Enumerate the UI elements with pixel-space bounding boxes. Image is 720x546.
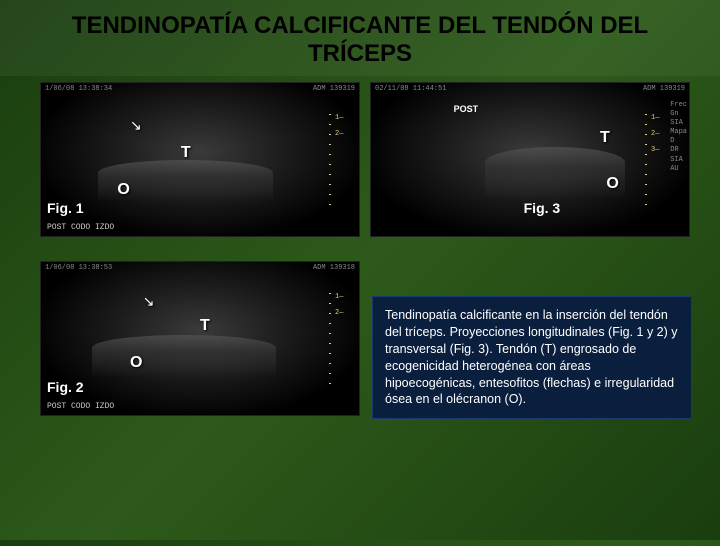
ultrasound-image: 1/06/08 13:38:53 ADM 139318 ↘ T O 1— 2— … [41,262,359,415]
olecranon-label: O [606,175,618,193]
ultrasound-image: 02/11/08 11:44:51 ADM 139319 POST T O Fr… [371,83,689,236]
post-label: POST [454,104,479,114]
tendon-label: T [181,144,191,162]
depth-scale: 1— 2— [335,114,345,213]
meta-timestamp: 02/11/08 11:44:51 [375,85,446,93]
scan-params: Frec Gn SIA Mapa D DR SIA AU [670,101,687,174]
content-area: 1/06/08 13:38:34 ADM 139319 ↘ T O 1— 2— … [0,76,720,546]
ultrasound-fig2: 1/06/08 13:38:53 ADM 139318 ↘ T O 1— 2— … [40,261,360,416]
olecranon-label: O [117,181,129,199]
figure-label: Fig. 3 [524,200,561,216]
meta-id: ADM 139319 [643,85,685,93]
arrow-marker: ↘ [143,293,155,310]
arrow-marker: ↘ [130,117,142,134]
meta-timestamp: 1/06/08 13:38:53 [45,264,112,272]
caption-box: Tendinopatía calcificante en la inserció… [372,296,692,419]
ultrasound-fig1: 1/06/08 13:38:34 ADM 139319 ↘ T O 1— 2— … [40,82,360,237]
meta-id: ADM 139318 [313,264,355,272]
meta-timestamp: 1/06/08 13:38:34 [45,85,112,93]
scan-location: POST CODO IZDO [47,223,114,232]
figure-label: Fig. 1 [47,200,84,216]
scan-location: POST CODO IZDO [47,402,114,411]
depth-scale: 1— 2— [335,293,345,392]
ultrasound-fig3: 02/11/08 11:44:51 ADM 139319 POST T O Fr… [370,82,690,237]
depth-scale: 1— 2— 3— [651,114,661,213]
slide-title: TENDINOPATÍA CALCIFICANTE DEL TENDÓN DEL… [0,0,720,76]
figure-label: Fig. 2 [47,379,84,395]
tendon-label: T [200,317,210,335]
tendon-label: T [600,129,610,147]
ultrasound-image: 1/06/08 13:38:34 ADM 139319 ↘ T O 1— 2— … [41,83,359,236]
meta-id: ADM 139319 [313,85,355,93]
olecranon-label: O [130,354,142,372]
